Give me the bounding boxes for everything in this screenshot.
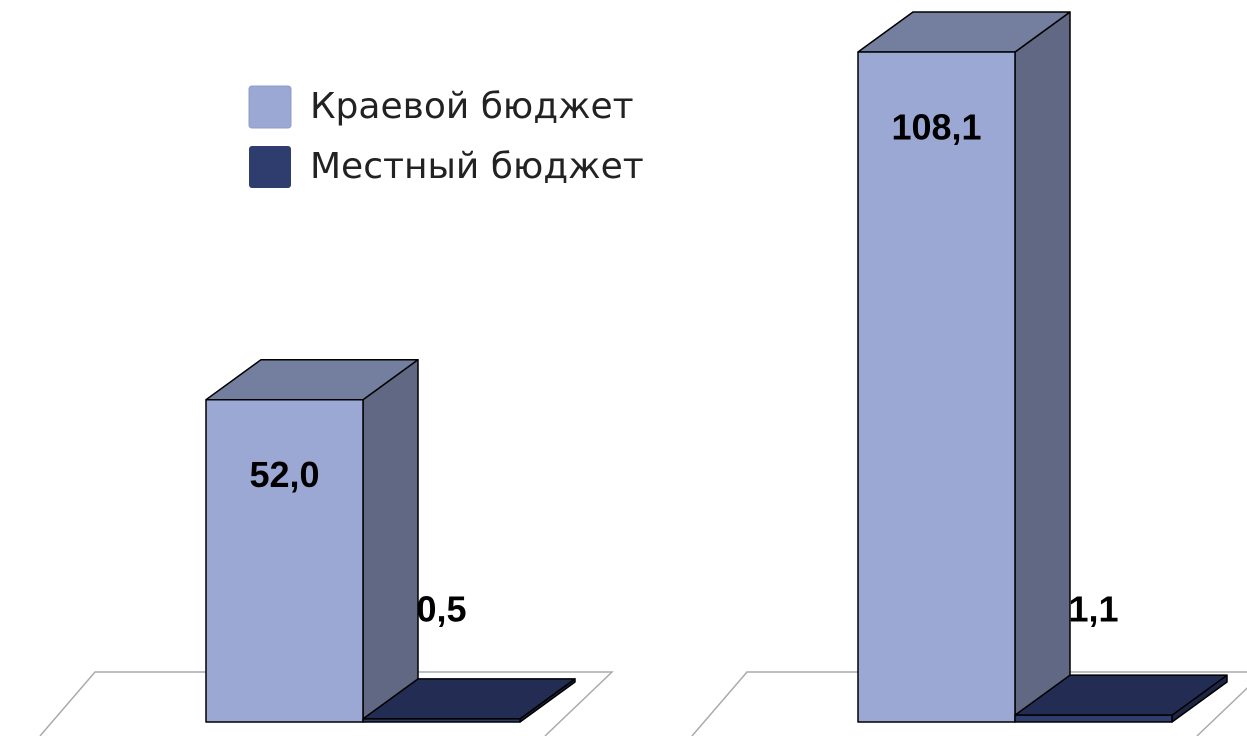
legend-swatch xyxy=(248,85,292,129)
value-label: 52,0 xyxy=(249,454,319,495)
bar-side xyxy=(1014,11,1071,723)
value-label: 0,5 xyxy=(416,589,466,630)
value-label: 108,1 xyxy=(891,107,981,148)
legend-swatch xyxy=(249,146,291,188)
bar xyxy=(857,51,1016,723)
legend-label: Местный бюджет xyxy=(310,146,644,187)
value-label: 1,1 xyxy=(1068,589,1118,630)
legend-label: Краевой бюджет xyxy=(310,86,634,127)
bar-side xyxy=(362,358,419,723)
bar xyxy=(1014,714,1173,723)
bar xyxy=(362,718,521,723)
bar xyxy=(205,398,364,723)
